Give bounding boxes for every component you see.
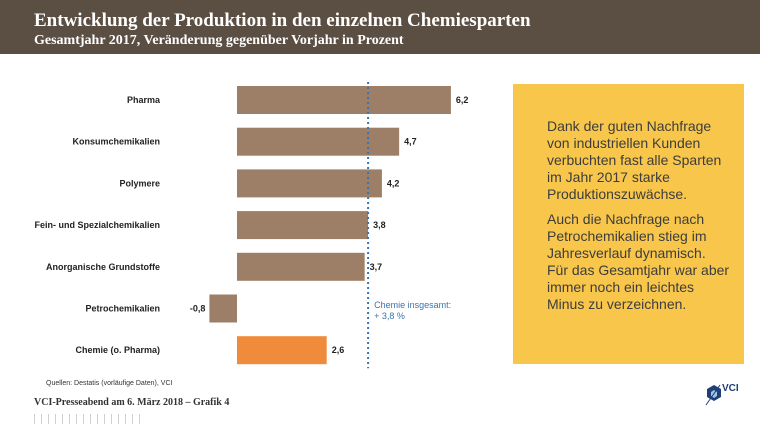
bar-2 [237, 169, 382, 198]
bar-4 [237, 252, 365, 281]
value-label-4: 3,7 [370, 262, 383, 272]
value-label-3: 3,8 [373, 220, 386, 230]
bar-1 [237, 127, 400, 156]
info-paragraph-2: Auch die Nachfrage nach Petrochemikalien… [547, 211, 730, 312]
value-label-1: 4,7 [404, 137, 417, 147]
logo-text: VCI [722, 383, 739, 394]
info-box: Dank der guten Nachfrage von industriell… [513, 84, 744, 364]
value-label-2: 4,2 [387, 178, 400, 188]
value-label-0: 6,2 [456, 95, 469, 105]
category-label-1: Konsumchemikalien [72, 137, 160, 147]
category-label-3: Fein- und Spezialchemikalien [34, 220, 160, 230]
vci-logo: VCI [705, 383, 739, 406]
category-label-2: Polymere [119, 178, 160, 188]
category-label-0: Pharma [127, 95, 161, 105]
category-label-4: Anorganische Grundstoffe [46, 262, 160, 272]
reference-line-label-0: Chemie insgesamt: [374, 300, 451, 310]
bar-6 [237, 336, 327, 365]
category-label-6: Chemie (o. Pharma) [75, 345, 160, 355]
bar-5 [209, 294, 237, 323]
bar-0 [237, 86, 451, 114]
source-note: Quellen: Destatis (vorläufige Daten), VC… [46, 380, 173, 387]
footer-divider [34, 414, 154, 424]
category-label-5: Petrochemikalien [85, 304, 160, 314]
value-label-5: -0,8 [190, 304, 206, 314]
header-bar: Entwicklung der Produktion in den einzel… [0, 0, 760, 54]
bar-chart: Pharma 6,2 Konsumchemikalien 4,7 Polymere 4,2… [34, 82, 469, 369]
vci-hexagon-logo-icon [705, 384, 721, 406]
info-paragraph-1: Dank der guten Nachfrage von industriell… [547, 118, 722, 202]
bar-3 [237, 211, 369, 240]
reference-line-label-1: + 3,8 % [374, 311, 405, 321]
chart-subtitle: Gesamtjahr 2017, Veränderung gegenüber V… [34, 33, 404, 48]
chart-title: Entwicklung der Produktion in den einzel… [34, 10, 531, 31]
footer-text: VCI-Presseabend am 6. März 2018 – Grafik… [34, 397, 230, 408]
value-label-6: 2,6 [332, 345, 345, 355]
